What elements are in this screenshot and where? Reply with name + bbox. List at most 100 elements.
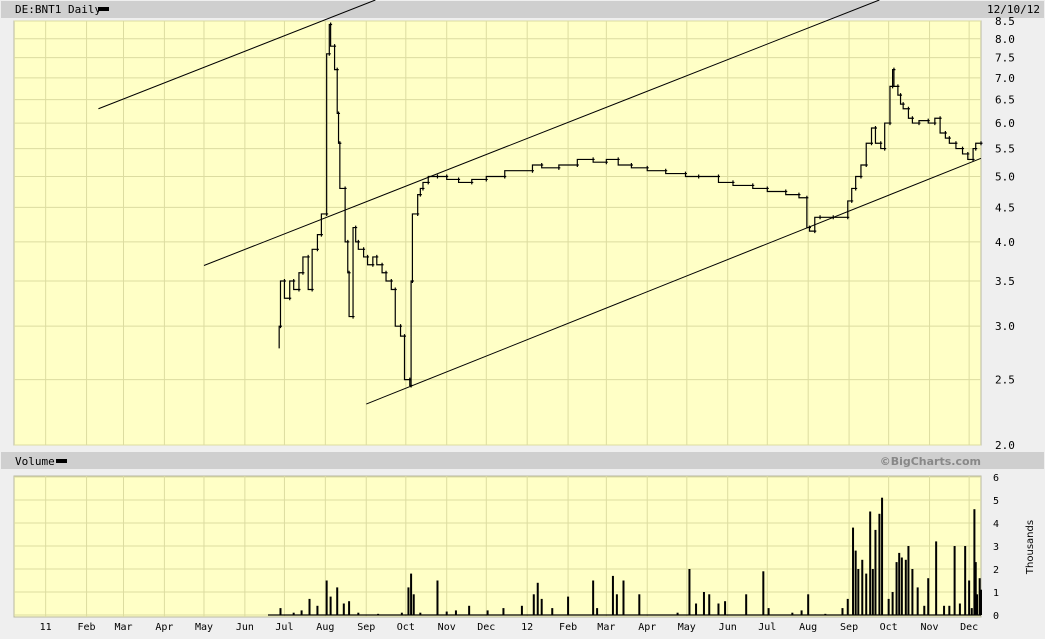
price-plot-area (13, 20, 982, 446)
x-tick-label: 12 (521, 622, 533, 633)
volume-title-bar (1, 452, 1044, 469)
volume-bar (342, 603, 345, 615)
volume-bar (878, 513, 881, 615)
volume-bar (638, 594, 641, 615)
volume-bar (968, 580, 971, 615)
chart-date: 12/10/12 (987, 3, 1040, 16)
volume-bar (308, 598, 311, 615)
volume-bar (419, 612, 422, 615)
x-tick-label: May (195, 622, 213, 633)
price-tick-label: 3.0 (995, 320, 1015, 333)
volume-bar (898, 552, 901, 615)
title-bar (1, 1, 1044, 18)
volume-bar (923, 605, 926, 615)
volume-bar (871, 569, 874, 615)
volume-bar (948, 605, 951, 615)
price-axis: 8.5 8.0 7.5 7.0 6.5 6.0 5.5 5.0 4.5 4.0 3.5 3.0 2.5 2… (995, 15, 1015, 452)
volume-bar (486, 610, 489, 615)
volume-bar (970, 608, 973, 615)
price-tick-label: 7.5 (995, 52, 1015, 65)
price-tick-label: 7.0 (995, 72, 1015, 85)
volume-bar (900, 557, 903, 615)
volume-bar (895, 562, 898, 615)
trendlines (98, 0, 982, 405)
volume-bar (688, 569, 691, 615)
volume-tick-label: 0 (993, 611, 999, 622)
volume-bar (964, 546, 967, 615)
volume-bar (974, 562, 977, 615)
volume-bar (329, 596, 332, 615)
volume-bar (357, 612, 360, 615)
x-tick-label: Nov (921, 622, 939, 633)
volume-bar (767, 608, 770, 615)
volume-bar (865, 573, 868, 615)
volume-bar (520, 605, 523, 615)
x-tick-label: Apr (638, 622, 656, 633)
price-tick-label: 5.5 (995, 143, 1015, 156)
volume-bar (445, 611, 448, 615)
volume-bar (916, 587, 919, 615)
volume-axis: 6 5 4 3 2 1 0 (993, 473, 999, 622)
volume-bar (316, 605, 319, 615)
volume-bar (800, 610, 803, 615)
volume-bar (407, 587, 410, 615)
x-tick-label: Oct (397, 622, 415, 633)
price-tick-label: 4.0 (995, 236, 1015, 249)
volume-bar (377, 613, 380, 615)
volume-bars (268, 497, 982, 616)
volume-bar (336, 587, 339, 615)
volume-title: Volume (15, 455, 55, 468)
x-tick-label: Apr (155, 622, 173, 633)
volume-tick-label: 5 (993, 496, 999, 507)
volume-tick-label: 6 (993, 473, 999, 484)
price-legend-swatch (98, 7, 109, 11)
volume-bar (410, 573, 413, 615)
volume-bar (857, 569, 860, 615)
price-tick-label: 6.5 (995, 94, 1015, 107)
volume-bar (907, 546, 910, 615)
volume-bar (874, 529, 877, 615)
volume-bar (841, 608, 844, 615)
x-tick-label: Dec (477, 622, 495, 633)
price-tick-label: 3.5 (995, 275, 1015, 288)
volume-tick-label: 4 (993, 519, 999, 530)
volume-bar (978, 578, 981, 615)
price-tick-label: 8.5 (995, 15, 1015, 28)
x-tick-label: 11 (40, 622, 52, 633)
volume-bar (717, 603, 720, 615)
volume-bar (412, 594, 415, 615)
x-tick-label: Jul (758, 622, 776, 633)
volume-bar (824, 613, 827, 615)
volume-bar (502, 608, 505, 615)
volume-bar (861, 559, 864, 615)
volume-bar (532, 594, 535, 615)
x-tick-label: Mar (114, 622, 132, 633)
volume-bar (695, 603, 698, 615)
volume-bar (611, 575, 614, 615)
x-tick-label: Jun (236, 622, 254, 633)
x-tick-label: Oct (880, 622, 898, 633)
volume-bar (852, 527, 855, 615)
x-tick-label: Jul (275, 622, 293, 633)
volume-bar (791, 612, 794, 615)
volume-bar (958, 603, 961, 615)
volume-tick-label: 2 (993, 565, 999, 576)
volume-bar (279, 608, 282, 615)
price-tick-label: 8.0 (995, 33, 1015, 46)
volume-bar (676, 612, 679, 615)
volume-bar (869, 511, 872, 615)
x-tick-label: Feb (78, 622, 96, 633)
volume-bar (953, 546, 956, 615)
x-tick-label: May (678, 622, 696, 633)
volume-bar (622, 580, 625, 615)
price-series-line (278, 22, 983, 388)
x-tick-label: Dec (960, 622, 978, 633)
volume-bar (891, 592, 894, 615)
volume-legend-swatch (56, 459, 67, 463)
volume-bar (846, 598, 849, 615)
volume-bar (980, 589, 982, 615)
volume-tick-label: 3 (993, 542, 999, 553)
price-tick-label: 4.5 (995, 201, 1015, 214)
volume-bar (976, 594, 979, 615)
